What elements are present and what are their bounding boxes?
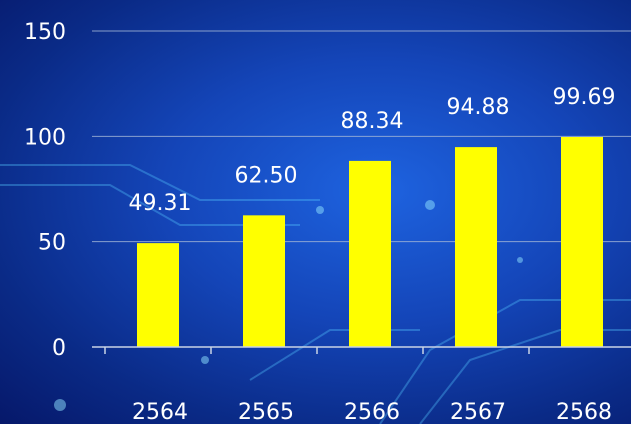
bar-2564 [137, 243, 179, 347]
y-tick-label: 150 [24, 20, 66, 45]
bar-2567 [455, 147, 497, 347]
bar-2568 [561, 136, 603, 347]
x-tick-label: 2566 [344, 400, 400, 424]
data-label-2567: 94.88 [447, 95, 510, 120]
data-label-2568: 99.69 [553, 85, 616, 110]
x-tick-label: 2568 [556, 400, 612, 424]
x-tick-label: 2567 [450, 400, 506, 424]
bar-2566 [349, 160, 391, 347]
y-tick-label: 0 [52, 336, 66, 361]
data-label-2565: 62.50 [235, 163, 298, 188]
background-circuit-decoration [0, 164, 631, 424]
bars [137, 136, 603, 347]
y-tick-label: 100 [24, 125, 66, 150]
y-tick-label: 50 [38, 231, 66, 256]
x-tick-label: 2565 [238, 400, 294, 424]
x-tick-label: 2564 [132, 400, 188, 424]
x-axis [92, 346, 631, 354]
x-axis-tick-labels: 2564 2565 2566 2567 2568 [132, 400, 612, 424]
y-axis-tick-labels: 0 50 100 150 [24, 20, 66, 361]
data-labels: 49.31 62.50 88.34 94.88 99.69 [129, 85, 616, 216]
bar-2565 [243, 215, 285, 347]
data-label-2564: 49.31 [129, 191, 192, 216]
data-label-2566: 88.34 [341, 109, 404, 134]
